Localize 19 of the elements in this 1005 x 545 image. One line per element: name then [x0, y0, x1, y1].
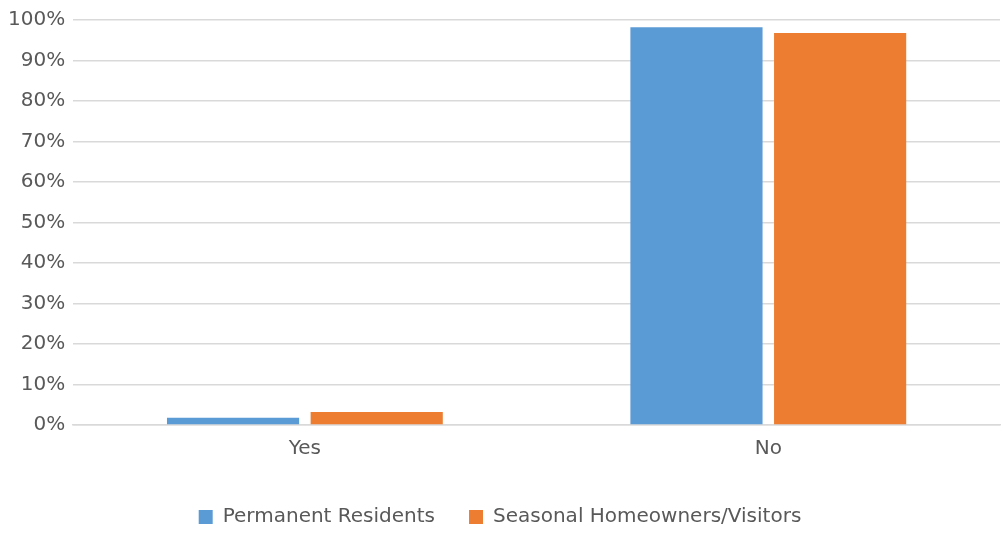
legend-label: Permanent Residents — [222, 503, 436, 528]
y-tick-label: 30% — [20, 289, 66, 314]
y-tick-label: 0% — [33, 411, 66, 436]
y-tick-label: 80% — [20, 87, 66, 112]
bar — [774, 32, 907, 425]
y-tick-label: 100% — [7, 6, 66, 31]
y-tick-label: 20% — [20, 330, 66, 355]
y-tick-label: 10% — [20, 370, 66, 395]
x-tick-label: No — [754, 435, 782, 460]
y-tick-label: 90% — [20, 46, 66, 71]
y-tick-label: 50% — [20, 208, 66, 233]
legend-label: Seasonal Homeowners/Visitors — [493, 503, 802, 528]
bar — [310, 412, 443, 425]
y-tick-label: 40% — [20, 249, 66, 274]
bar — [630, 27, 763, 425]
y-tick-label: 70% — [20, 127, 66, 152]
y-tick-label: 60% — [20, 168, 66, 193]
bar — [166, 417, 300, 425]
x-tick-label: Yes — [287, 435, 322, 460]
